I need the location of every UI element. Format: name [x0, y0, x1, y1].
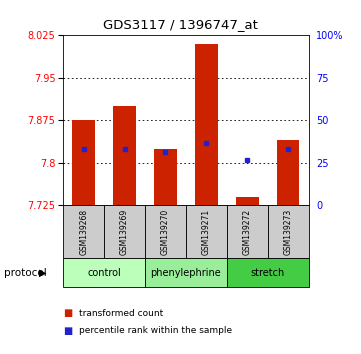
Text: protocol: protocol	[4, 268, 46, 278]
Bar	[186, 205, 227, 258]
Text: GSM139269: GSM139269	[120, 209, 129, 255]
Bar	[63, 258, 145, 287]
Text: GDS3117 / 1396747_at: GDS3117 / 1396747_at	[103, 18, 258, 31]
Text: ■: ■	[63, 308, 73, 318]
Text: control: control	[87, 268, 121, 278]
Text: GSM139273: GSM139273	[284, 209, 293, 255]
Bar	[227, 258, 309, 287]
Bar	[72, 120, 95, 205]
Text: phenylephrine: phenylephrine	[151, 268, 221, 278]
Bar	[145, 205, 186, 258]
Bar	[145, 258, 227, 287]
Text: transformed count: transformed count	[79, 309, 164, 318]
Bar	[113, 106, 136, 205]
Bar	[63, 205, 104, 258]
Text: GSM139268: GSM139268	[79, 209, 88, 255]
Bar	[195, 44, 218, 205]
Text: percentile rank within the sample: percentile rank within the sample	[79, 326, 232, 336]
Bar	[154, 149, 177, 205]
Text: ▶: ▶	[39, 268, 47, 278]
Text: GSM139272: GSM139272	[243, 209, 252, 255]
Bar	[277, 140, 299, 205]
Text: GSM139271: GSM139271	[202, 209, 211, 255]
Text: stretch: stretch	[251, 268, 285, 278]
Text: GSM139270: GSM139270	[161, 209, 170, 255]
Bar	[227, 205, 268, 258]
Text: ■: ■	[63, 326, 73, 336]
Bar	[104, 205, 145, 258]
Bar	[268, 205, 309, 258]
Bar	[236, 197, 258, 205]
